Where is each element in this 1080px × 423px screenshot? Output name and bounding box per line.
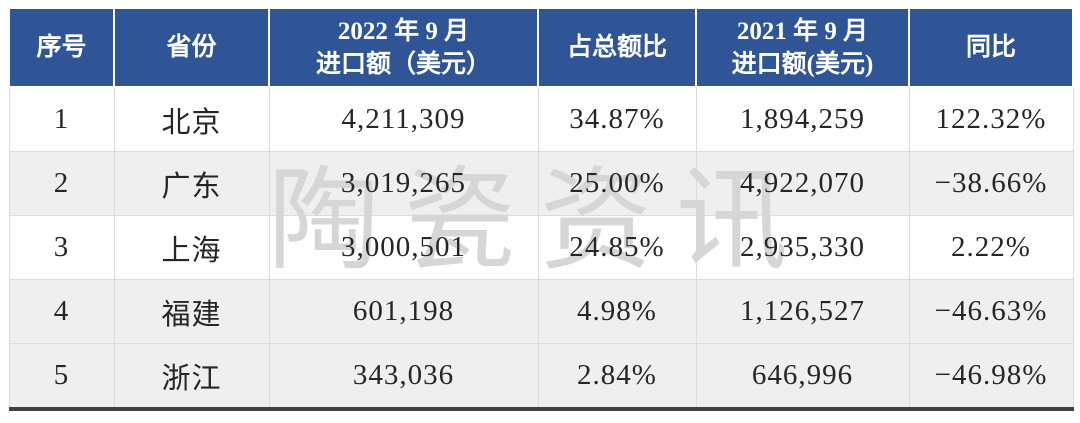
cell-yoy: −46.63%: [908, 279, 1074, 344]
cell-index: 5: [8, 343, 115, 411]
cell-province: 浙江: [113, 343, 270, 411]
cell-yoy: −38.66%: [908, 151, 1074, 216]
cell-import-2021: 646,996: [695, 343, 910, 411]
header-label: 同比: [965, 34, 1016, 61]
province-import-table: 序号 省份 2022 年 9 月 进口额（美元） 占总额比 2021 年 9 月: [8, 7, 1074, 411]
header-label: 序号: [36, 34, 87, 61]
table-row: 1 北京 4,211,309 34.87% 1,894,259 122.32%: [8, 86, 1074, 152]
cell-share: 25.00%: [537, 151, 697, 216]
cell-import-2021: 1,894,259: [695, 86, 910, 152]
column-header-share: 占总额比: [537, 7, 697, 88]
header-label: 省份: [166, 34, 217, 61]
cell-import-2022: 3,019,265: [268, 151, 539, 216]
cell-import-2022: 343,036: [268, 343, 539, 411]
cell-import-2022: 3,000,501: [268, 215, 539, 280]
cell-yoy: −46.98%: [908, 343, 1074, 411]
cell-share: 4.98%: [537, 279, 697, 344]
cell-index: 4: [8, 279, 115, 344]
cell-import-2022: 601,198: [268, 279, 539, 344]
cell-province: 福建: [113, 279, 270, 344]
cell-share: 2.84%: [537, 343, 697, 411]
header-label: 2021 年 9 月: [736, 17, 869, 45]
cell-import-2021: 1,126,527: [695, 279, 910, 344]
cell-province: 上海: [113, 215, 270, 280]
column-header-province: 省份: [113, 7, 270, 88]
cell-index: 2: [8, 151, 115, 216]
table-row: 3 上海 3,000,501 24.85% 2,935,330 2.22%: [8, 215, 1074, 280]
column-header-index: 序号: [8, 7, 115, 88]
cell-index: 3: [8, 215, 115, 280]
header-label-line2: 进口额（美元）: [315, 50, 491, 78]
cell-import-2022: 4,211,309: [268, 86, 539, 152]
table-row: 2 广东 3,019,265 25.00% 4,922,070 −38.66%: [8, 151, 1074, 216]
column-header-import-2021: 2021 年 9 月 进口额(美元): [695, 7, 910, 88]
cell-share: 24.85%: [537, 215, 697, 280]
header-label: 占总额比: [566, 34, 667, 61]
header-label-line2: 进口额(美元): [731, 50, 874, 78]
cell-province: 北京: [113, 86, 270, 152]
column-header-yoy: 同比: [908, 7, 1074, 88]
cell-province: 广东: [113, 151, 270, 216]
header-row: 序号 省份 2022 年 9 月 进口额（美元） 占总额比 2021 年 9 月: [8, 7, 1074, 88]
cell-import-2021: 4,922,070: [695, 151, 910, 216]
cell-index: 1: [8, 86, 115, 152]
table-row: 4 福建 601,198 4.98% 1,126,527 −46.63%: [8, 279, 1074, 344]
header-label: 2022 年 9 月: [337, 17, 470, 45]
cell-import-2021: 2,935,330: [695, 215, 910, 280]
cell-share: 34.87%: [537, 86, 697, 152]
table-row: 5 浙江 343,036 2.84% 646,996 −46.98%: [8, 343, 1074, 411]
cell-yoy: 122.32%: [908, 86, 1074, 152]
cell-yoy: 2.22%: [908, 215, 1074, 280]
column-header-import-2022: 2022 年 9 月 进口额（美元）: [268, 7, 539, 88]
